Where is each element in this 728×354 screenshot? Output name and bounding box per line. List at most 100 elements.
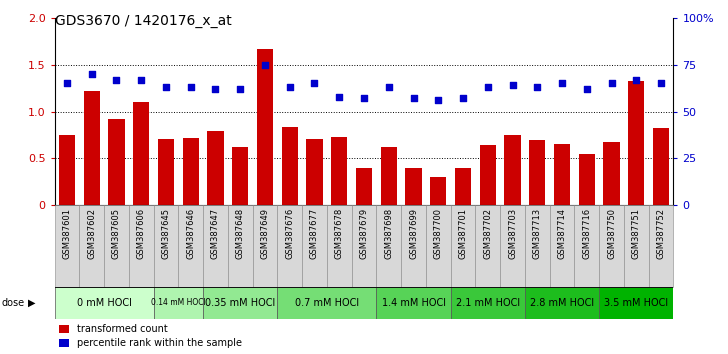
Text: GSM387716: GSM387716 (582, 208, 591, 259)
Bar (401, 205, 426, 287)
Bar (331, 137, 347, 205)
Point (61, 80, 73, 86)
Point (630, 77, 642, 82)
Bar (455, 168, 471, 205)
Text: GSM387677: GSM387677 (310, 208, 319, 259)
Bar (104, 205, 129, 287)
Bar (500, 205, 525, 287)
Bar (405, 168, 422, 205)
Bar (154, 205, 178, 287)
Bar (628, 81, 644, 205)
Bar (599, 205, 624, 287)
Legend: transformed count, percentile rank within the sample: transformed count, percentile rank withi… (60, 324, 242, 348)
Point (185, 84, 197, 90)
Bar (59, 135, 75, 205)
Bar (154, 287, 203, 319)
Text: GSM387703: GSM387703 (508, 208, 517, 259)
Text: 3.5 mM HOCl: 3.5 mM HOCl (604, 298, 668, 308)
Point (408, 96, 419, 101)
Bar (306, 139, 323, 205)
Bar (203, 287, 277, 319)
Bar (183, 138, 199, 205)
Bar (282, 126, 298, 205)
Text: 0 mM HOCl: 0 mM HOCl (76, 298, 132, 308)
Point (234, 86, 246, 92)
Point (309, 80, 320, 86)
Bar (376, 287, 451, 319)
Bar (604, 142, 620, 205)
Bar (430, 177, 446, 205)
Text: GSM387679: GSM387679 (360, 208, 368, 259)
Text: dose: dose (1, 298, 25, 308)
Text: ▶: ▶ (28, 298, 35, 308)
Bar (475, 205, 500, 287)
Bar (203, 205, 228, 287)
Point (160, 84, 172, 90)
Point (507, 82, 518, 88)
Bar (277, 287, 376, 319)
Bar (554, 144, 570, 205)
Bar (232, 147, 248, 205)
Point (531, 84, 543, 90)
Bar (79, 205, 104, 287)
Text: GDS3670 / 1420176_x_at: GDS3670 / 1420176_x_at (55, 14, 232, 28)
Bar (624, 205, 649, 287)
Bar (550, 205, 574, 287)
Bar (381, 147, 397, 205)
Bar (253, 205, 277, 287)
Bar (178, 205, 203, 287)
Point (457, 96, 469, 101)
Point (581, 86, 593, 92)
Text: 0.35 mM HOCl: 0.35 mM HOCl (205, 298, 275, 308)
Text: GSM387702: GSM387702 (483, 208, 492, 259)
Bar (352, 205, 376, 287)
Text: 0.7 mM HOCl: 0.7 mM HOCl (295, 298, 359, 308)
Bar (108, 119, 124, 205)
Bar (84, 91, 100, 205)
Bar (574, 205, 599, 287)
Point (210, 86, 221, 92)
Text: GSM387676: GSM387676 (285, 208, 294, 259)
Point (655, 80, 667, 86)
Bar (649, 205, 673, 287)
Bar (529, 139, 545, 205)
Bar (55, 287, 154, 319)
Point (358, 96, 370, 101)
Bar (525, 287, 599, 319)
Bar (451, 205, 475, 287)
Text: GSM387698: GSM387698 (384, 208, 393, 259)
Text: GSM387647: GSM387647 (211, 208, 220, 259)
Text: 2.8 mM HOCl: 2.8 mM HOCl (530, 298, 594, 308)
Text: 2.1 mM HOCl: 2.1 mM HOCl (456, 298, 520, 308)
Point (333, 94, 345, 99)
Point (86, 71, 98, 77)
Text: GSM387645: GSM387645 (162, 208, 170, 259)
Bar (158, 139, 174, 205)
Point (111, 77, 122, 82)
Text: GSM387646: GSM387646 (186, 208, 195, 259)
Text: 1.4 mM HOCl: 1.4 mM HOCl (381, 298, 446, 308)
Text: GSM387678: GSM387678 (335, 208, 344, 259)
Text: GSM387605: GSM387605 (112, 208, 121, 259)
Bar (599, 287, 673, 319)
Text: GSM387752: GSM387752 (657, 208, 665, 259)
Point (556, 80, 568, 86)
Text: GSM387700: GSM387700 (434, 208, 443, 259)
Bar (133, 102, 149, 205)
Text: GSM387602: GSM387602 (87, 208, 96, 259)
Text: GSM387699: GSM387699 (409, 208, 418, 259)
Bar (302, 205, 327, 287)
Text: 0.14 mM HOCl: 0.14 mM HOCl (151, 298, 206, 307)
Text: GSM387714: GSM387714 (558, 208, 566, 259)
Bar (480, 145, 496, 205)
Bar (579, 154, 595, 205)
Point (135, 77, 147, 82)
Point (284, 84, 296, 90)
Text: GSM387701: GSM387701 (459, 208, 467, 259)
Bar (327, 205, 352, 287)
Bar (207, 131, 223, 205)
Bar (257, 48, 273, 205)
Point (383, 84, 395, 90)
Text: GSM387649: GSM387649 (261, 208, 269, 259)
Bar (525, 205, 550, 287)
